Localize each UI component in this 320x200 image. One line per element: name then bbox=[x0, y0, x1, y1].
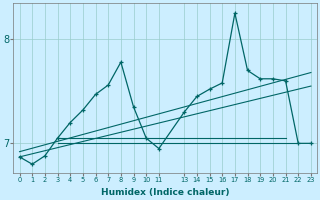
X-axis label: Humidex (Indice chaleur): Humidex (Indice chaleur) bbox=[101, 188, 229, 197]
